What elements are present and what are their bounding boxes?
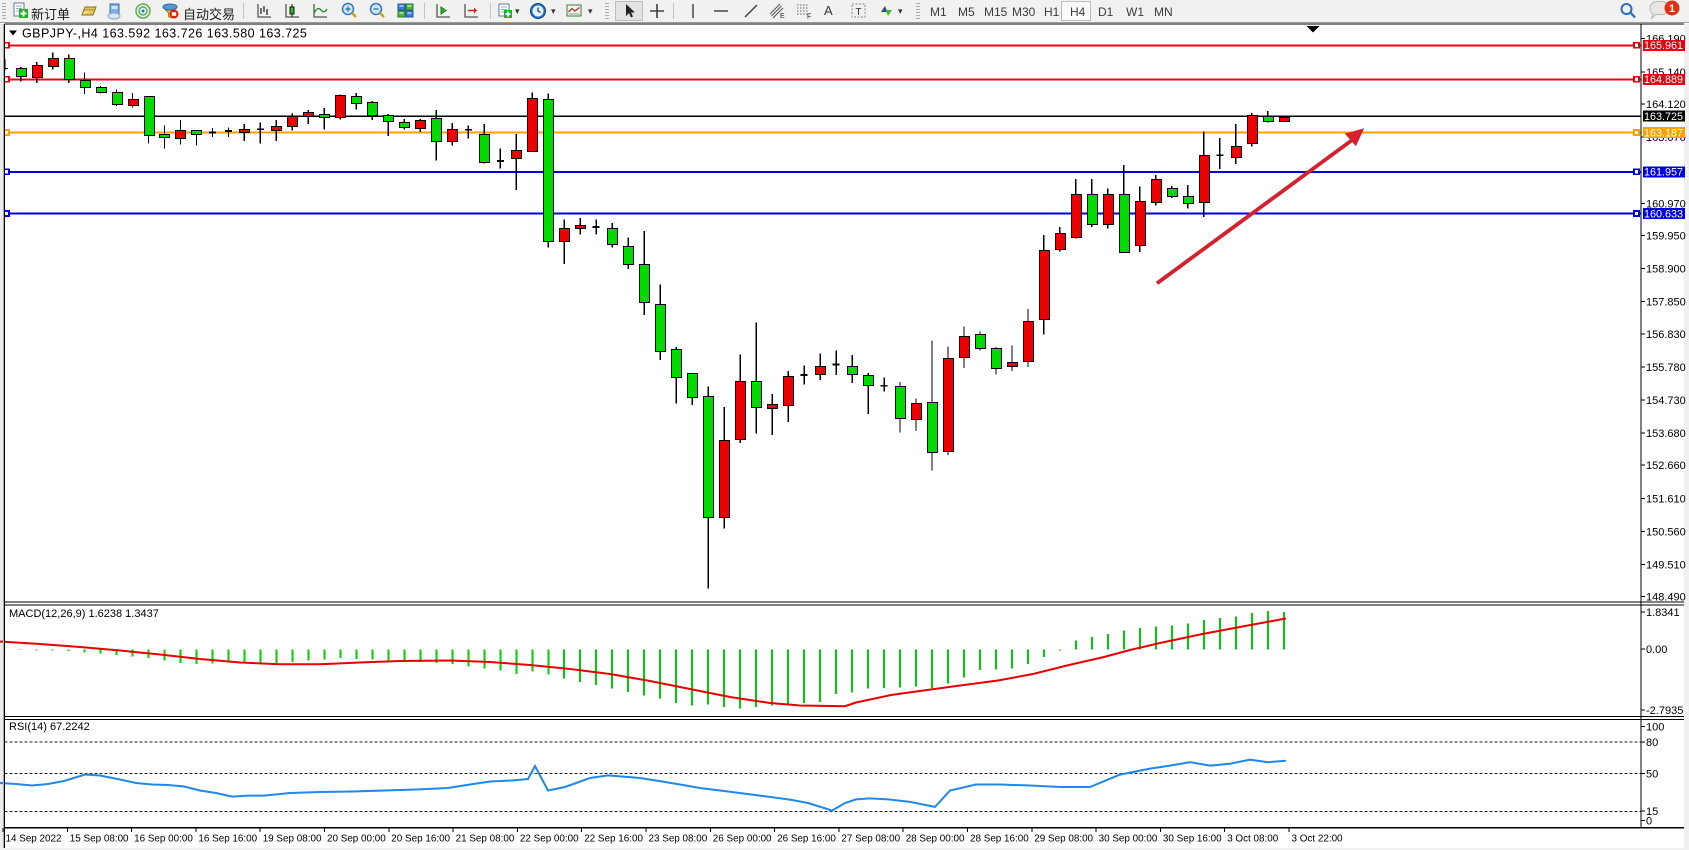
svg-text:22 Sep 00:00: 22 Sep 00:00: [520, 834, 579, 845]
svg-text:20 Sep 00:00: 20 Sep 00:00: [327, 834, 386, 845]
svg-text:3 Oct 08:00: 3 Oct 08:00: [1227, 834, 1279, 845]
svg-text:148.490: 148.490: [1646, 592, 1686, 604]
svg-text:160.970: 160.970: [1646, 198, 1686, 210]
svg-text:156.830: 156.830: [1646, 329, 1686, 341]
svg-text:T: T: [856, 7, 862, 18]
svg-text:MACD(12,26,9) 1.6238 1.3437: MACD(12,26,9) 1.6238 1.3437: [9, 608, 159, 620]
svg-text:20 Sep 16:00: 20 Sep 16:00: [391, 834, 450, 845]
svg-text:30 Sep 00:00: 30 Sep 00:00: [1099, 834, 1158, 845]
svg-text:E: E: [780, 13, 785, 20]
svg-text:161.957: 161.957: [1644, 167, 1683, 179]
svg-text:165.961: 165.961: [1644, 40, 1683, 52]
svg-text:19 Sep 08:00: 19 Sep 08:00: [263, 834, 322, 845]
svg-text:-2.7935: -2.7935: [1646, 705, 1683, 717]
svg-text:27 Sep 08:00: 27 Sep 08:00: [841, 834, 900, 845]
svg-text:160.633: 160.633: [1644, 208, 1683, 220]
svg-text:23 Sep 08:00: 23 Sep 08:00: [649, 834, 708, 845]
svg-text:RSI(14) 67.2242: RSI(14) 67.2242: [9, 721, 90, 733]
svg-text:16 Sep 16:00: 16 Sep 16:00: [198, 834, 257, 845]
svg-text:30 Sep 16:00: 30 Sep 16:00: [1163, 834, 1222, 845]
svg-text:50: 50: [1646, 769, 1658, 781]
svg-text:29 Sep 08:00: 29 Sep 08:00: [1034, 834, 1093, 845]
svg-text:26 Sep 00:00: 26 Sep 00:00: [713, 834, 772, 845]
svg-text:80: 80: [1646, 737, 1658, 749]
svg-text:F: F: [807, 14, 811, 21]
svg-text:0: 0: [1646, 816, 1652, 828]
svg-text:15 Sep 08:00: 15 Sep 08:00: [70, 834, 129, 845]
svg-text:153.680: 153.680: [1646, 428, 1686, 440]
svg-text:159.950: 159.950: [1646, 230, 1686, 242]
svg-text:149.510: 149.510: [1646, 560, 1686, 572]
svg-text:22 Sep 16:00: 22 Sep 16:00: [584, 834, 643, 845]
svg-text:163.725: 163.725: [1644, 111, 1683, 123]
svg-text:164.120: 164.120: [1646, 99, 1686, 111]
svg-text:157.850: 157.850: [1646, 297, 1686, 309]
svg-text:3 Oct 22:00: 3 Oct 22:00: [1292, 834, 1344, 845]
svg-text:GBPJPY-,H4 163.592 163.726 16: GBPJPY-,H4 163.592 163.726 163.580 163.7…: [22, 27, 307, 41]
svg-text:28 Sep 16:00: 28 Sep 16:00: [970, 834, 1029, 845]
svg-text:151.610: 151.610: [1646, 493, 1686, 505]
svg-text:1.8341: 1.8341: [1646, 607, 1680, 619]
svg-text:155.780: 155.780: [1646, 362, 1686, 374]
svg-text:150.560: 150.560: [1646, 526, 1686, 538]
svg-text:0.00: 0.00: [1646, 644, 1667, 656]
svg-text:14 Sep 2022: 14 Sep 2022: [6, 834, 62, 845]
svg-text:1: 1: [1669, 3, 1675, 15]
svg-text:15: 15: [1646, 806, 1658, 818]
svg-text:158.900: 158.900: [1646, 264, 1686, 276]
svg-text:152.660: 152.660: [1646, 460, 1686, 472]
svg-text:28 Sep 00:00: 28 Sep 00:00: [906, 834, 965, 845]
svg-text:154.730: 154.730: [1646, 395, 1686, 407]
svg-text:164.889: 164.889: [1644, 74, 1683, 86]
svg-text:26 Sep 16:00: 26 Sep 16:00: [777, 834, 836, 845]
svg-text:100: 100: [1646, 722, 1664, 734]
svg-text:16 Sep 00:00: 16 Sep 00:00: [134, 834, 193, 845]
svg-text:163.187: 163.187: [1644, 127, 1683, 139]
svg-text:21 Sep 08:00: 21 Sep 08:00: [456, 834, 515, 845]
